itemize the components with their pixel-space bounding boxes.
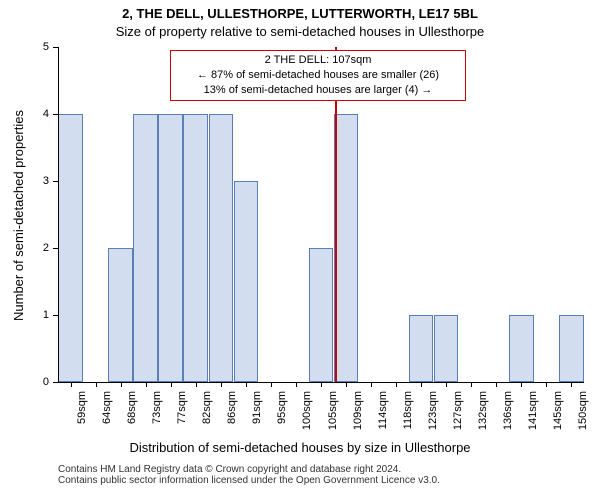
xtick-label: 86sqm: [226, 391, 238, 491]
annotation-line1: 2 THE DELL: 107sqm: [177, 53, 459, 68]
xtick-label: 73sqm: [151, 391, 163, 491]
xtick-label: 105sqm: [327, 391, 339, 491]
xtick-mark: [471, 382, 472, 387]
bar: [108, 248, 133, 382]
bar: [309, 248, 334, 382]
xtick-label: 95sqm: [276, 391, 288, 491]
xtick-label: 109sqm: [352, 391, 364, 491]
xtick-mark: [196, 382, 197, 387]
xtick-mark: [346, 382, 347, 387]
xtick-mark: [271, 382, 272, 387]
xtick-label: 91sqm: [251, 391, 263, 491]
xtick-mark: [546, 382, 547, 387]
xtick-label: 145sqm: [552, 391, 564, 491]
xtick-mark: [246, 382, 247, 387]
y-axis-label: Number of semi-detached properties: [11, 48, 26, 383]
xtick-mark: [71, 382, 72, 387]
xtick-mark: [296, 382, 297, 387]
ytick-label: 4: [0, 108, 49, 120]
xtick-mark: [146, 382, 147, 387]
xtick-label: 64sqm: [101, 391, 113, 491]
xtick-mark: [446, 382, 447, 387]
xtick-mark: [221, 382, 222, 387]
ytick-mark: [53, 248, 58, 249]
xtick-label: 136sqm: [502, 391, 514, 491]
xtick-label: 127sqm: [452, 391, 464, 491]
xtick-label: 100sqm: [301, 391, 313, 491]
xtick-mark: [121, 382, 122, 387]
ytick-label: 3: [0, 175, 49, 187]
xtick-mark: [496, 382, 497, 387]
highlight-annotation: 2 THE DELL: 107sqm ← 87% of semi-detache…: [170, 50, 466, 101]
bar: [434, 315, 459, 382]
annotation-line3: 13% of semi-detached houses are larger (…: [177, 83, 459, 98]
ytick-label: 5: [0, 41, 49, 53]
xtick-mark: [321, 382, 322, 387]
xtick-mark: [96, 382, 97, 387]
annotation-line2: ← 87% of semi-detached houses are smalle…: [177, 68, 459, 83]
xtick-mark: [421, 382, 422, 387]
xtick-label: 68sqm: [126, 391, 138, 491]
bar: [158, 114, 183, 382]
chart-title-line2: Size of property relative to semi-detach…: [0, 24, 600, 39]
ytick-label: 2: [0, 242, 49, 254]
xtick-mark: [396, 382, 397, 387]
xtick-label: 132sqm: [477, 391, 489, 491]
ytick-label: 0: [0, 376, 49, 388]
bar: [183, 114, 208, 382]
xtick-label: 59sqm: [76, 391, 88, 491]
y-axis-line: [58, 47, 59, 382]
ytick-mark: [53, 382, 58, 383]
property-size-chart: 2, THE DELL, ULLESTHORPE, LUTTERWORTH, L…: [0, 0, 600, 500]
chart-title-line1: 2, THE DELL, ULLESTHORPE, LUTTERWORTH, L…: [0, 6, 600, 21]
bar: [234, 181, 259, 382]
bar: [334, 114, 359, 382]
bar: [209, 114, 234, 382]
xtick-label: 141sqm: [527, 391, 539, 491]
xtick-mark: [371, 382, 372, 387]
ytick-mark: [53, 181, 58, 182]
bar: [58, 114, 83, 382]
xtick-mark: [571, 382, 572, 387]
ytick-mark: [53, 47, 58, 48]
xtick-label: 82sqm: [201, 391, 213, 491]
xtick-mark: [521, 382, 522, 387]
xtick-label: 150sqm: [577, 391, 589, 491]
bar: [559, 315, 584, 382]
bar: [409, 315, 434, 382]
ytick-mark: [53, 114, 58, 115]
ytick-label: 1: [0, 309, 49, 321]
bar: [509, 315, 534, 382]
xtick-label: 118sqm: [402, 391, 414, 491]
xtick-mark: [171, 382, 172, 387]
bar: [133, 114, 158, 382]
xtick-label: 77sqm: [176, 391, 188, 491]
xtick-label: 123sqm: [427, 391, 439, 491]
ytick-mark: [53, 315, 58, 316]
xtick-label: 114sqm: [377, 391, 389, 491]
